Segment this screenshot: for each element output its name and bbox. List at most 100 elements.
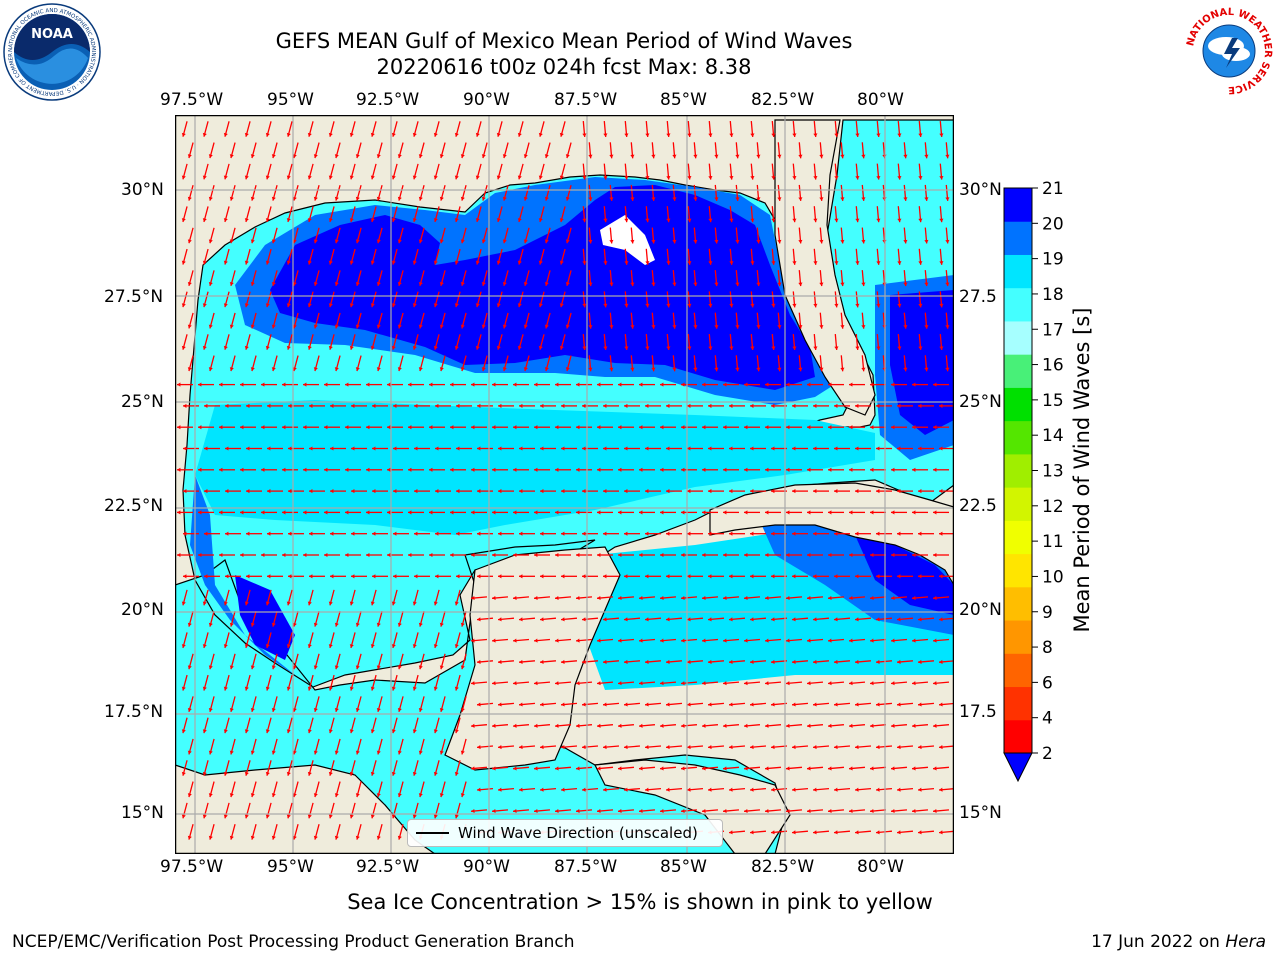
lat-label-right: 22.5 — [959, 496, 997, 516]
wave-direction-arrowhead — [933, 681, 937, 686]
wave-direction-arrowhead — [240, 510, 244, 515]
wave-direction-arrowhead — [376, 367, 381, 372]
wave-direction-arrowhead — [876, 175, 881, 180]
wave-direction-arrowhead — [208, 665, 213, 670]
wave-direction-arrowhead — [903, 154, 908, 159]
legend-label: Wind Wave Direction (unscaled) — [458, 824, 698, 842]
wave-direction-arrowhead — [792, 617, 796, 622]
wave-direction-arrowhead — [418, 154, 423, 159]
wave-direction-arrowhead — [370, 686, 375, 691]
wave-direction-arrowhead — [687, 133, 692, 137]
wave-direction-arrowhead — [828, 425, 832, 430]
wave-direction-arrowhead — [250, 835, 255, 840]
wave-direction-arrowhead — [813, 403, 817, 408]
wave-direction-arrowhead — [945, 154, 950, 159]
wave-direction-arrowhead — [855, 617, 859, 622]
wave-direction-arrowhead — [271, 622, 276, 627]
wave-direction-arrowhead — [582, 745, 586, 750]
wave-direction-arrowhead — [265, 686, 270, 691]
wave-direction-arrowhead — [246, 574, 250, 579]
wave-direction-arrowhead — [708, 617, 712, 622]
wave-direction-arrowhead — [903, 282, 908, 287]
wave-direction-arrowhead — [939, 175, 944, 180]
wave-direction-arrowhead — [786, 467, 790, 472]
wave-direction-arrowhead — [897, 346, 902, 350]
wave-direction-arrowhead — [660, 382, 664, 387]
wave-direction-arrowhead — [891, 552, 895, 558]
wave-direction-arrowhead — [334, 665, 339, 670]
wave-direction-arrowhead — [513, 808, 517, 814]
wave-direction-arrowhead — [244, 260, 249, 265]
wave-direction-arrowhead — [834, 830, 838, 835]
wave-direction-arrowhead — [534, 425, 538, 430]
wave-direction-arrowhead — [918, 218, 923, 223]
wave-direction-arrowhead — [597, 808, 601, 814]
wave-direction-arrowhead — [265, 729, 270, 734]
wave-direction-arrowhead — [187, 835, 192, 840]
wave-direction-arrowhead — [609, 239, 614, 244]
wave-direction-arrowhead — [376, 196, 381, 201]
wave-direction-arrowhead — [687, 531, 691, 536]
wave-direction-arrowhead — [265, 132, 270, 137]
wave-direction-arrowhead — [576, 552, 580, 558]
wave-direction-arrowhead — [286, 814, 291, 819]
wave-direction-arrowhead — [372, 489, 376, 494]
wave-direction-arrowhead — [876, 702, 880, 707]
wave-direction-arrowhead — [265, 303, 270, 308]
wave-direction-arrowhead — [244, 729, 249, 734]
wave-direction-arrowhead — [351, 574, 355, 579]
colorbar-cell — [1004, 586, 1032, 621]
wave-direction-arrowhead — [771, 574, 775, 579]
wave-direction-arrowhead — [307, 729, 312, 734]
wave-direction-arrowhead — [397, 835, 402, 840]
wave-direction-arrowhead — [250, 324, 255, 329]
wave-direction-arrowhead — [945, 239, 950, 244]
wave-direction-arrowhead — [439, 154, 444, 159]
wave-direction-arrowhead — [807, 766, 811, 771]
wave-direction-arrowhead — [855, 745, 859, 750]
lat-label-left: 15°N — [121, 803, 164, 823]
wave-direction-arrowhead — [366, 467, 370, 472]
wave-direction-arrowhead — [202, 771, 207, 776]
lon-label-bottom: 90°W — [463, 857, 510, 877]
wave-direction-arrowhead — [897, 446, 901, 451]
lon-label-top: 80°W — [857, 90, 904, 110]
wave-direction-arrowhead — [202, 132, 207, 137]
wave-direction-arrowhead — [460, 793, 465, 798]
wave-direction-arrowhead — [435, 531, 439, 536]
wave-direction-arrowhead — [223, 644, 228, 648]
wave-direction-arrowhead — [313, 154, 318, 159]
wave-direction-arrowhead — [229, 281, 234, 286]
wave-direction-arrowhead — [681, 638, 685, 643]
wave-direction-arrowhead — [229, 750, 234, 755]
wave-direction-arrowhead — [834, 787, 838, 792]
wave-direction-arrowhead — [328, 686, 333, 691]
wave-direction-arrowhead — [576, 766, 580, 771]
wave-direction-arrowhead — [903, 239, 908, 244]
wave-direction-arrowhead — [450, 510, 454, 515]
wave-direction-arrowhead — [223, 260, 228, 265]
wave-direction-arrowhead — [876, 489, 880, 494]
wave-direction-arrowhead — [603, 133, 608, 137]
wave-direction-arrowhead — [624, 261, 629, 265]
wave-direction-arrowhead — [439, 665, 444, 670]
wave-direction-arrowhead — [723, 467, 727, 472]
wave-direction-arrowhead — [181, 218, 186, 222]
wave-direction-arrowhead — [429, 467, 433, 472]
wave-direction-arrowhead — [439, 707, 444, 712]
wave-direction-arrowhead — [639, 766, 643, 771]
wave-direction-arrowhead — [204, 403, 208, 408]
wave-direction-arrowhead — [639, 808, 643, 814]
wave-direction-arrowhead — [454, 345, 459, 350]
wave-direction-arrowhead — [891, 382, 895, 387]
wave-direction-arrowhead — [208, 707, 213, 712]
wave-direction-arrowhead — [765, 808, 769, 814]
wave-direction-arrowhead — [498, 787, 502, 792]
wave-direction-arrowhead — [639, 723, 643, 728]
wave-direction-arrowhead — [183, 531, 187, 536]
wave-direction-arrowhead — [582, 346, 587, 350]
wave-direction-arrowhead — [618, 723, 622, 728]
wave-direction-arrowhead — [460, 154, 465, 159]
wave-direction-arrowhead — [202, 644, 207, 648]
wave-direction-arrowhead — [265, 601, 270, 606]
